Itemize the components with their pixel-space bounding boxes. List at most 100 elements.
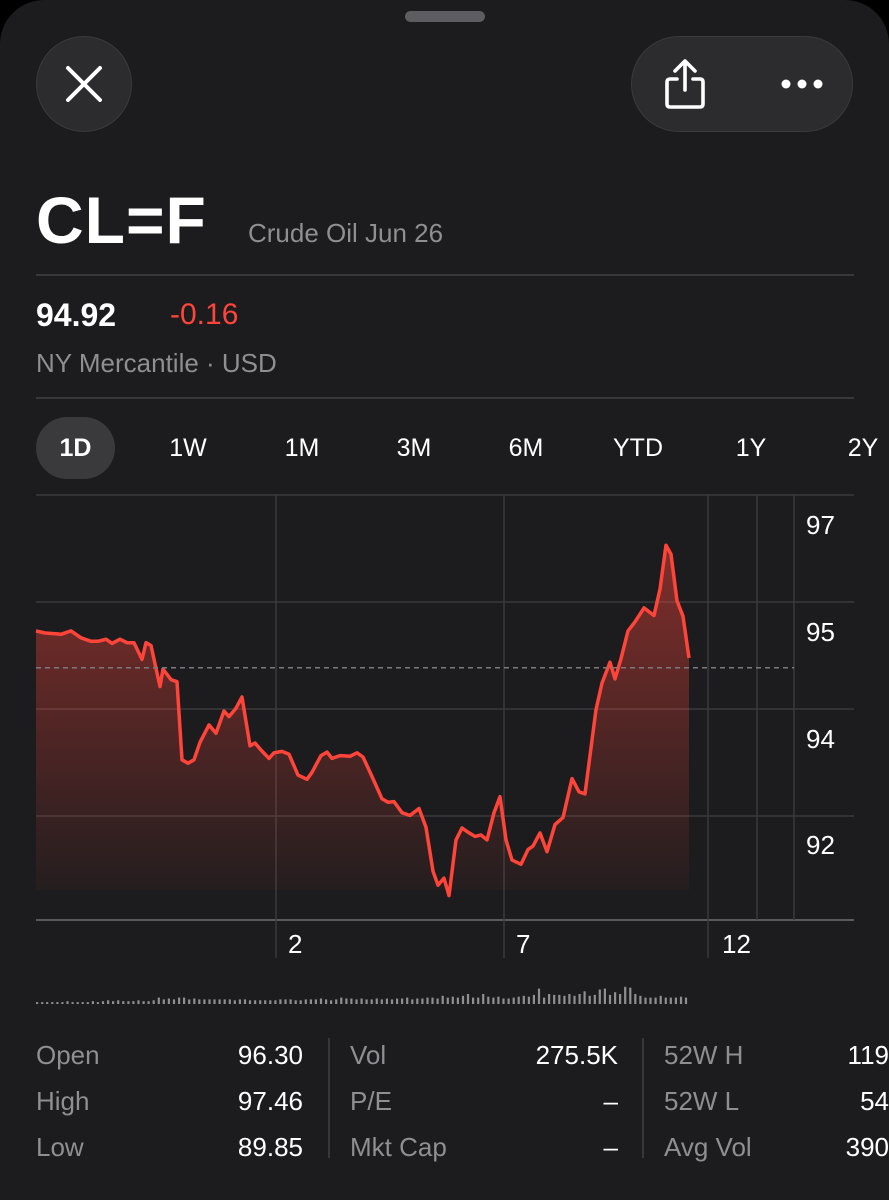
stat-label-open: Open [36,1040,100,1070]
range-tab-3m[interactable]: 3M [396,433,432,462]
volume-bar [314,999,317,1004]
volume-bar [431,997,434,1004]
volume-bar [274,1000,277,1004]
ticker-symbol: CL=F [36,183,207,257]
more-icon [781,79,823,89]
volume-bar [213,999,216,1004]
range-tab-1d[interactable]: 1D [36,417,115,479]
volume-bar [86,1002,89,1004]
range-tab-1y[interactable]: 1Y [735,433,767,462]
stat-label-high: High [36,1086,90,1116]
volume-bar [598,989,601,1004]
range-tab-6m[interactable]: 6M [508,433,544,462]
range-tab-2y[interactable]: 2Y [847,433,879,462]
stat-label-low: Low [36,1132,84,1162]
volume-bar [477,997,480,1004]
stat-label-avg-vol: Avg Vol [664,1132,752,1162]
volume-bar [203,999,206,1004]
stat-value-high: 97.46 [237,1086,303,1116]
volume-bar [309,999,312,1004]
stat-label-52w-high: 52W H [664,1040,744,1070]
volume-bar [548,994,551,1004]
volume-bar [588,995,591,1004]
volume-bar [208,999,211,1004]
range-tab-ytd[interactable]: YTD [613,433,663,462]
stat-value-vol: 275.5K [535,1040,618,1070]
volume-bar [649,997,652,1004]
stat-label-pe: P/E [350,1086,392,1116]
volume-bar [654,997,657,1004]
volume-bar [436,998,439,1004]
price-chart[interactable]: 97 95 94 92 2 7 12 [0,490,889,1020]
stat-value-avg-vol: 390 [845,1132,889,1162]
more-button[interactable] [760,37,844,131]
volume-bar [553,994,556,1004]
exchange-currency: NY Mercantile · USD [36,348,277,378]
volume-bar [228,999,231,1004]
volume-bar [294,1000,297,1004]
volume-bar [238,999,241,1004]
action-pill [631,36,853,132]
volume-bar [451,996,454,1004]
volume-bar [482,994,485,1004]
close-button[interactable] [36,36,132,132]
volume-bar [644,997,647,1004]
volume-bar [603,988,606,1004]
volume-bar [71,1002,74,1004]
volume-bar [426,997,429,1004]
volume-bar [304,999,307,1004]
volume-bar [350,998,353,1004]
volume-bar [147,1001,150,1004]
x-tick-label: 7 [516,929,530,959]
volume-bar [248,1000,252,1004]
volume-bar [223,999,226,1004]
stat-label-vol: Vol [350,1040,387,1070]
x-tick-label: 12 [722,929,751,959]
volume-bar [517,996,520,1004]
volume-bar [593,994,596,1004]
volume-bar [461,995,465,1004]
price-change: -0.16 [170,298,239,331]
volume-bar [284,999,287,1004]
volume-bar [669,997,672,1004]
volume-bar [472,997,475,1004]
volume-bar [279,999,282,1004]
stat-value-low: 89.85 [237,1132,303,1162]
volume-bar [112,1001,115,1004]
volume-bar [269,1000,272,1004]
volume-bar [107,1000,110,1004]
volume-bar [172,999,176,1004]
share-button[interactable] [650,37,720,131]
volume-bar [152,1000,155,1004]
volume-bar [416,998,419,1004]
volume-bar [380,999,383,1004]
volume-bar [679,996,683,1004]
volume-bar [558,994,561,1004]
volume-bar [375,998,378,1004]
range-tab-1w[interactable]: 1W [169,433,207,462]
volume-bar [259,1000,262,1004]
volume-bar [406,997,409,1004]
volume-bar [543,997,546,1004]
volume-bar [512,997,515,1004]
volume-bar [183,997,186,1004]
volume-bar [61,1002,64,1004]
stat-value-pe: – [603,1086,618,1116]
volume-bar [365,999,368,1004]
volume-bar [411,999,414,1004]
volume-bar [619,994,622,1004]
stat-value-52w-low: 54 [860,1086,889,1116]
volume-bar [289,999,292,1004]
sheet-grabber[interactable] [405,11,485,22]
volume-bar [578,994,581,1004]
volume-bar [355,999,358,1004]
volume-bar [66,1001,69,1004]
volume-bar [634,994,637,1004]
volume-bar [629,987,632,1004]
volume-bar [193,998,196,1004]
x-tick-label: 2 [288,929,302,959]
column-divider [328,1038,330,1158]
volume-bar [56,1002,59,1004]
range-tab-1m[interactable]: 1M [284,433,320,462]
volume-bar [46,1002,49,1004]
